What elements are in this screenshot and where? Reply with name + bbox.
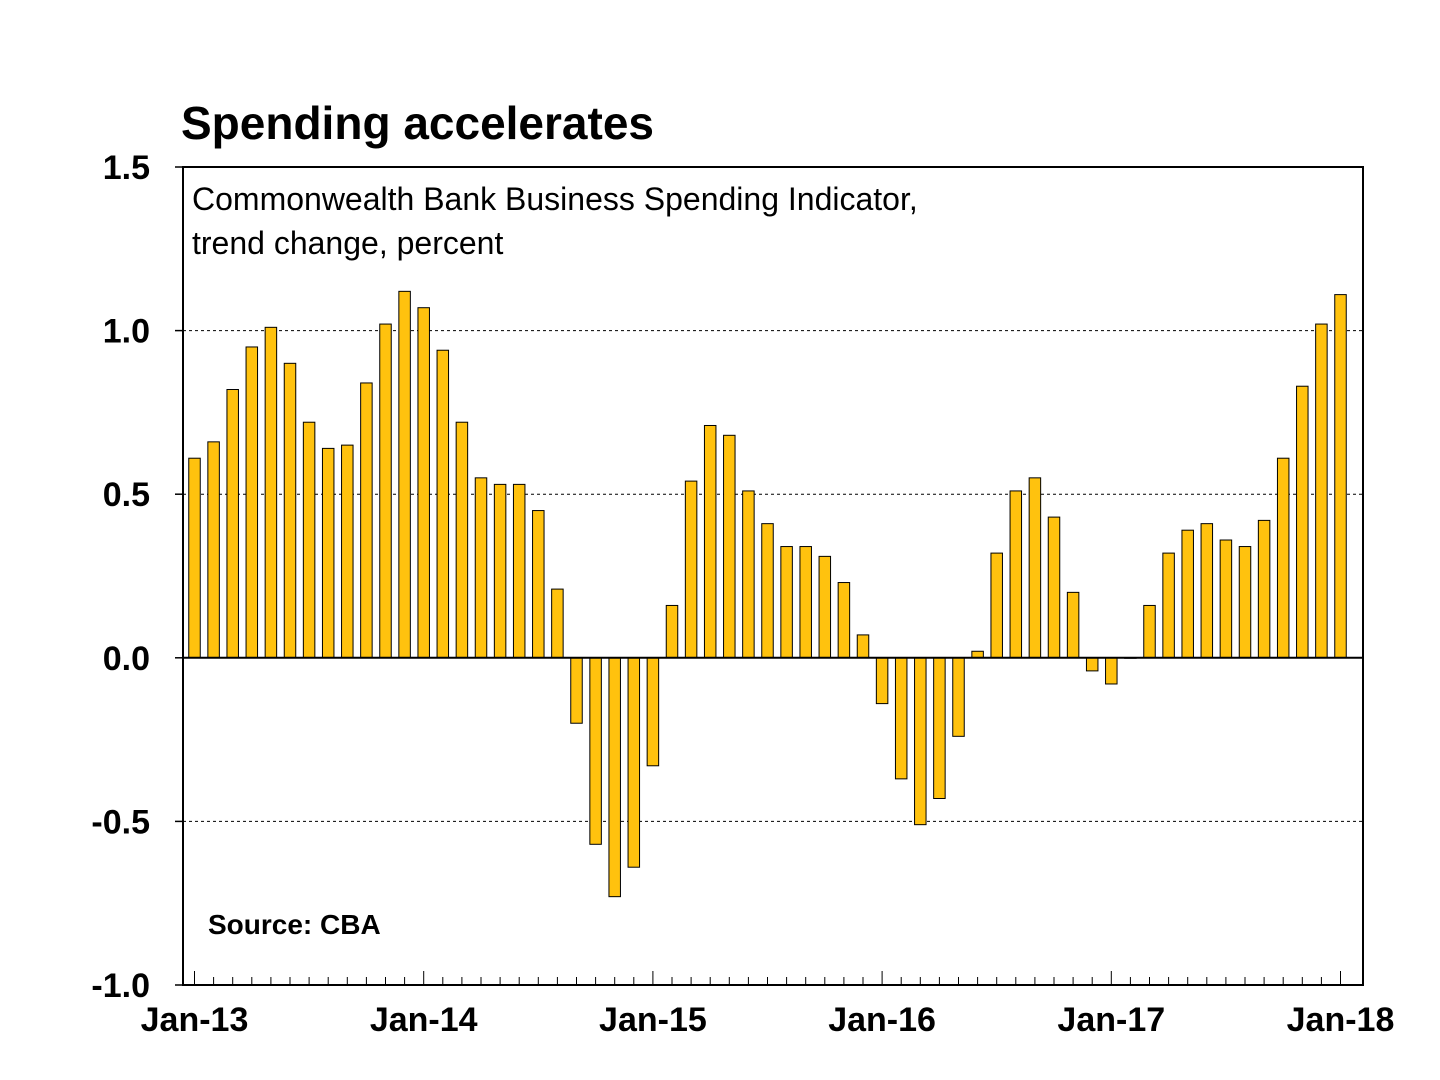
bar [761, 523, 774, 659]
bar [837, 582, 851, 659]
y-tick-label: -1.0 [91, 967, 150, 1005]
bar [1066, 591, 1080, 659]
bar [1105, 657, 1118, 685]
chart-subtitle-line-2: trend change, percent [192, 225, 503, 261]
gridlines [183, 330, 1363, 822]
chart-subtitle-line-1: Commonwealth Bank Business Spending Indi… [192, 181, 918, 217]
bar [570, 657, 583, 724]
ticks [175, 166, 1341, 986]
bar [474, 477, 488, 659]
plot-frame [182, 166, 1364, 986]
bar [417, 307, 430, 659]
y-tick-label: 1.5 [103, 149, 150, 187]
bar [1047, 516, 1061, 659]
bar [436, 349, 450, 659]
bar [512, 483, 526, 659]
bar [1028, 477, 1042, 659]
bar [742, 490, 755, 659]
source-note: Source: CBA [208, 909, 381, 940]
bar [188, 457, 201, 659]
bar [703, 424, 717, 659]
bar [1200, 523, 1214, 659]
bar [1238, 546, 1252, 659]
y-tick-label: 0.0 [103, 640, 150, 678]
bar [875, 657, 889, 705]
bar [341, 444, 354, 659]
bar [1257, 519, 1271, 659]
x-tick-label: Jan-14 [370, 1001, 478, 1039]
bar [398, 290, 411, 659]
bar [933, 657, 946, 799]
bar [1296, 385, 1309, 659]
bar [1334, 294, 1347, 659]
bar [665, 604, 679, 659]
bar [990, 552, 1003, 659]
bar [856, 634, 870, 659]
bar [780, 546, 793, 659]
bar [1162, 552, 1175, 659]
x-tick-label: Jan-16 [828, 1001, 936, 1039]
bar [627, 657, 641, 868]
bar [1009, 490, 1023, 659]
bar [818, 555, 832, 659]
bar [1085, 657, 1099, 672]
bar [1276, 457, 1290, 659]
bar [1181, 529, 1194, 659]
bar [589, 657, 602, 845]
bar [799, 546, 812, 659]
y-tick-label: 0.5 [103, 476, 150, 514]
bar [914, 657, 927, 826]
bar [264, 326, 278, 659]
bar [379, 323, 392, 659]
bar [952, 657, 965, 737]
bar [551, 588, 564, 659]
bar [245, 346, 259, 659]
bar [1143, 604, 1156, 659]
bar [646, 657, 660, 767]
y-tick-label: -0.5 [91, 803, 150, 841]
bar [493, 483, 507, 659]
bar [608, 657, 621, 898]
y-axis-labels: 1.5 1.0 0.5 0.0 -0.5 -1.0 [91, 149, 150, 1005]
bar [532, 510, 545, 659]
bar [1219, 539, 1233, 659]
x-tick-label: Jan-17 [1057, 1001, 1165, 1039]
y-tick-label: 1.0 [103, 313, 150, 351]
bar [283, 362, 297, 659]
x-tick-label: Jan-18 [1287, 1001, 1395, 1039]
bar [360, 382, 373, 659]
bar [455, 421, 469, 659]
x-axis-labels: Jan-13 Jan-14 Jan-15 Jan-16 Jan-17 Jan-18 [141, 1001, 1395, 1039]
bar [207, 441, 220, 659]
bar [1315, 323, 1328, 659]
bar [226, 389, 239, 659]
bar [321, 447, 335, 659]
x-tick-label: Jan-15 [599, 1001, 707, 1039]
x-tick-label: Jan-13 [141, 1001, 249, 1039]
chart-title: Spending accelerates [181, 97, 654, 149]
bar [723, 434, 736, 659]
bar [684, 480, 698, 659]
bar [894, 657, 908, 780]
bar [302, 421, 316, 659]
bars [188, 290, 1347, 898]
